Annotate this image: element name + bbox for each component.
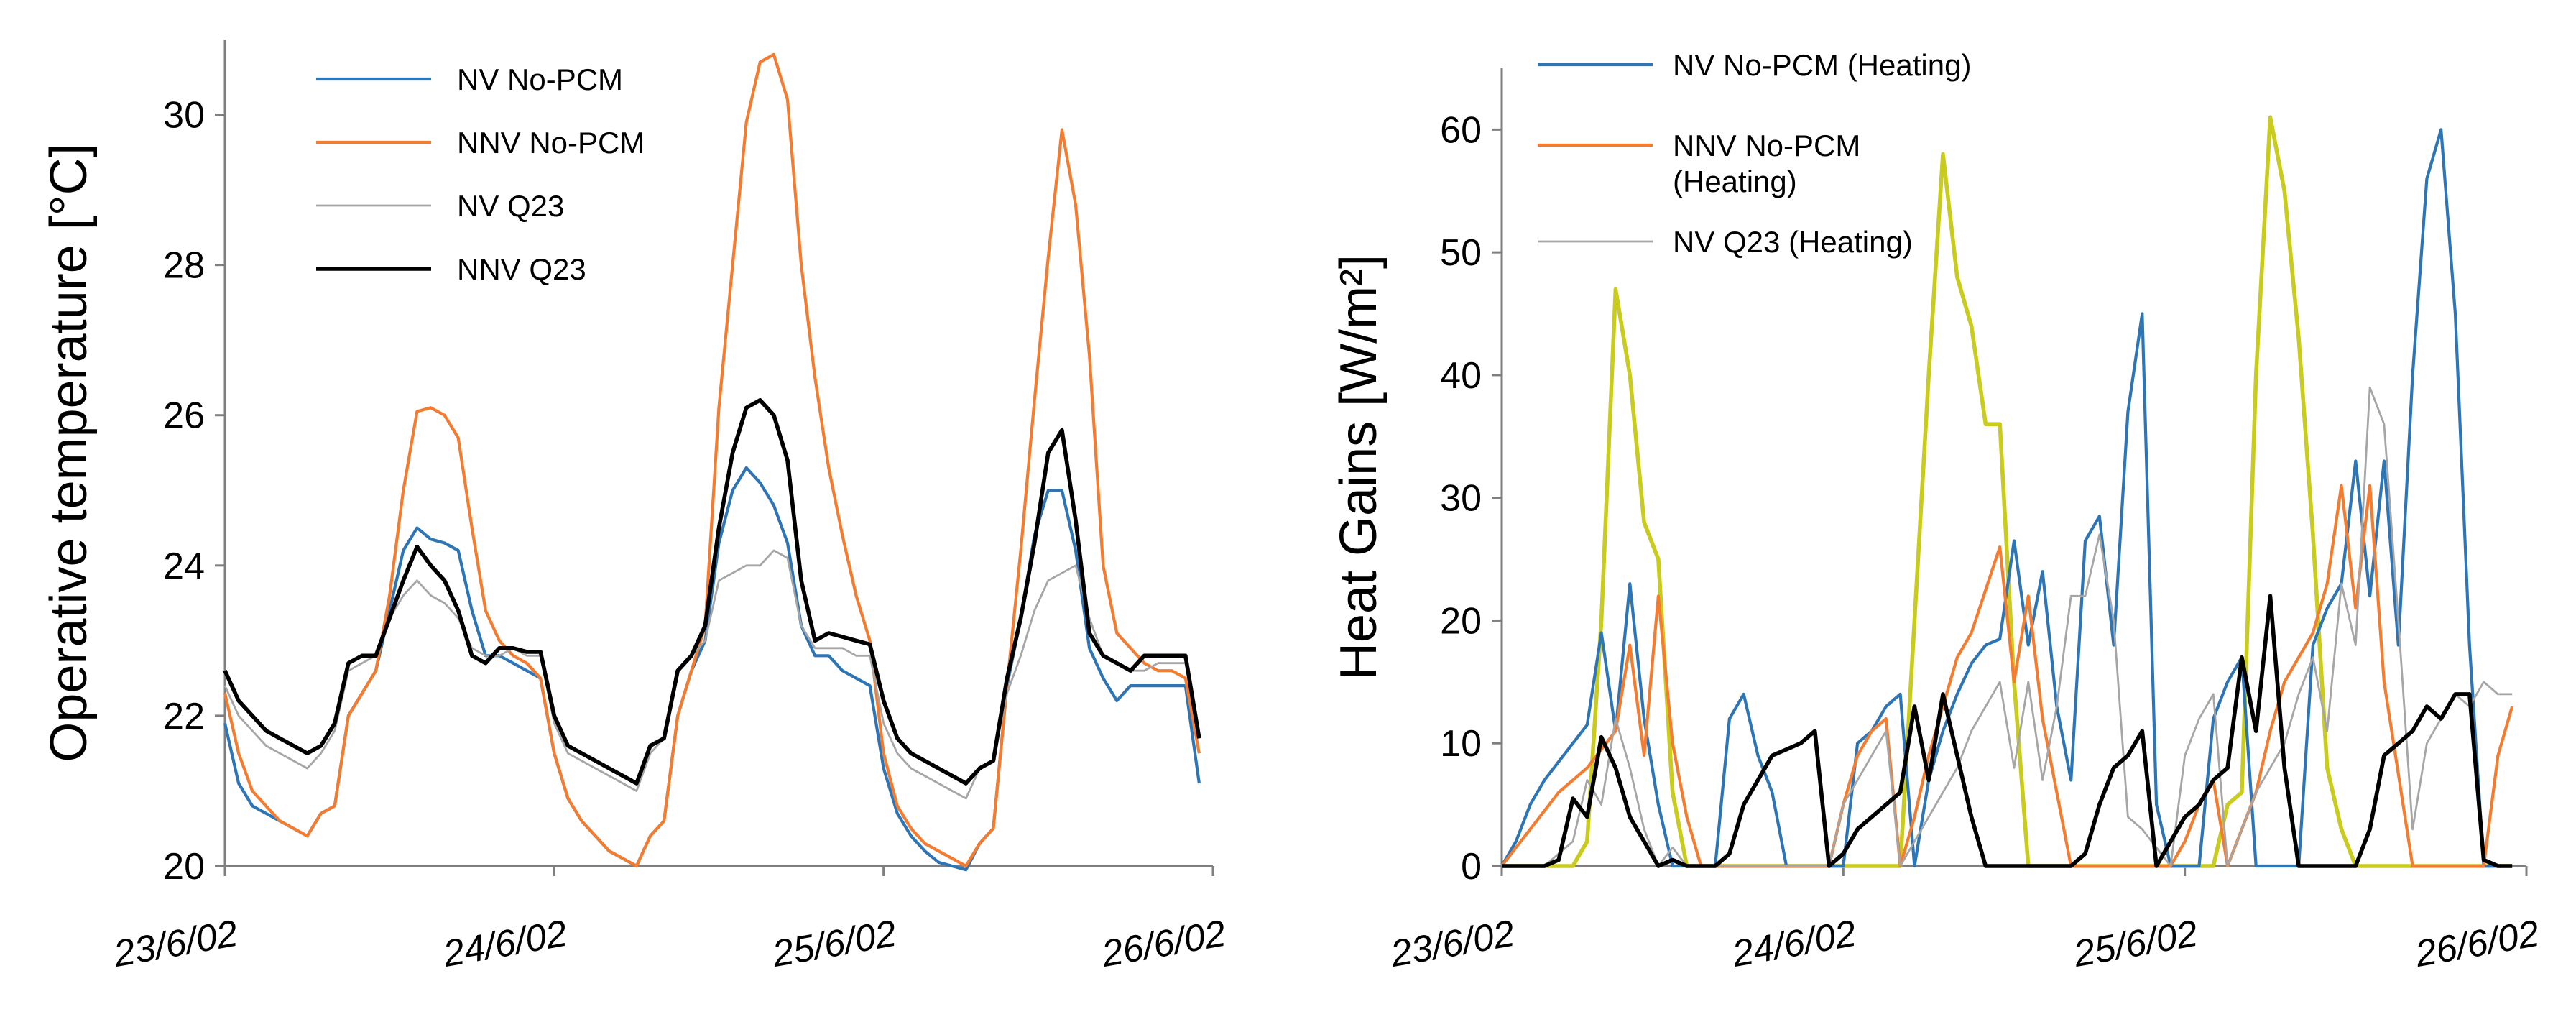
y-tick-label: 20 bbox=[1440, 600, 1482, 642]
y-tick-label: 30 bbox=[1440, 478, 1482, 520]
legend-label: NV No-PCM bbox=[457, 63, 623, 96]
x-tick-label: 26/6/02 bbox=[2411, 913, 2542, 975]
x-tick-label: 24/6/02 bbox=[1728, 913, 1859, 975]
series-line-unlabeled-3 bbox=[1502, 594, 2513, 868]
x-tick-label: 25/6/02 bbox=[2070, 913, 2201, 975]
legend-label: NNV No-PCM bbox=[1673, 129, 1860, 162]
y-tick-label: 20 bbox=[163, 846, 205, 888]
chart-panel-2: 0 10 20 30 40 50 60 23/6/02 24/6/02 25/6/02 26/6/0… bbox=[1330, 48, 2542, 975]
y-tick-label: 26 bbox=[163, 395, 205, 437]
legend-label: NNV Q23 bbox=[457, 252, 586, 286]
y-axis-label: Heat Gains [W/m²] bbox=[1330, 254, 1388, 680]
x-tick-label: 26/6/02 bbox=[1098, 913, 1229, 975]
x-tick-label: 23/6/02 bbox=[110, 913, 241, 975]
chart-panel-1: 20 22 24 26 28 30 23/6/02 24/6/02 25/6/02 26/6/02… bbox=[40, 40, 1229, 975]
y-tick-label: 60 bbox=[1440, 109, 1482, 151]
series-line-nnv-no-pcm-heating- bbox=[1500, 484, 2514, 868]
y-tick-label: 24 bbox=[163, 545, 205, 587]
legend-label: (Heating) bbox=[1673, 165, 1797, 198]
x-tick-label: 23/6/02 bbox=[1387, 913, 1518, 975]
series-line-unlabeled-4 bbox=[1502, 115, 2513, 868]
y-tick-label: 10 bbox=[1440, 723, 1482, 765]
y-tick-label: 50 bbox=[1440, 232, 1482, 274]
x-tick-label: 25/6/02 bbox=[769, 913, 900, 975]
y-tick-label: 28 bbox=[163, 245, 205, 287]
legend-label: NNV No-PCM bbox=[457, 126, 645, 160]
series-line-nv-q23-heating- bbox=[1502, 386, 2513, 867]
y-tick-label: 0 bbox=[1461, 846, 1482, 888]
y-tick-label: 40 bbox=[1440, 355, 1482, 397]
legend-label: NV No-PCM (Heating) bbox=[1673, 48, 1971, 82]
y-axis-label: Operative temperature [°C] bbox=[40, 143, 98, 762]
y-tick-label: 30 bbox=[163, 95, 205, 137]
series-line-nv-no-pcm-heating- bbox=[1500, 128, 2513, 868]
series-line-nnv-no-pcm bbox=[223, 52, 1201, 868]
legend-label: NV Q23 bbox=[457, 189, 564, 223]
legend-label: NV Q23 (Heating) bbox=[1673, 225, 1913, 259]
y-tick-label: 22 bbox=[163, 696, 205, 737]
x-tick-label: 24/6/02 bbox=[439, 913, 570, 975]
series-line-nnv-q23 bbox=[223, 397, 1201, 786]
